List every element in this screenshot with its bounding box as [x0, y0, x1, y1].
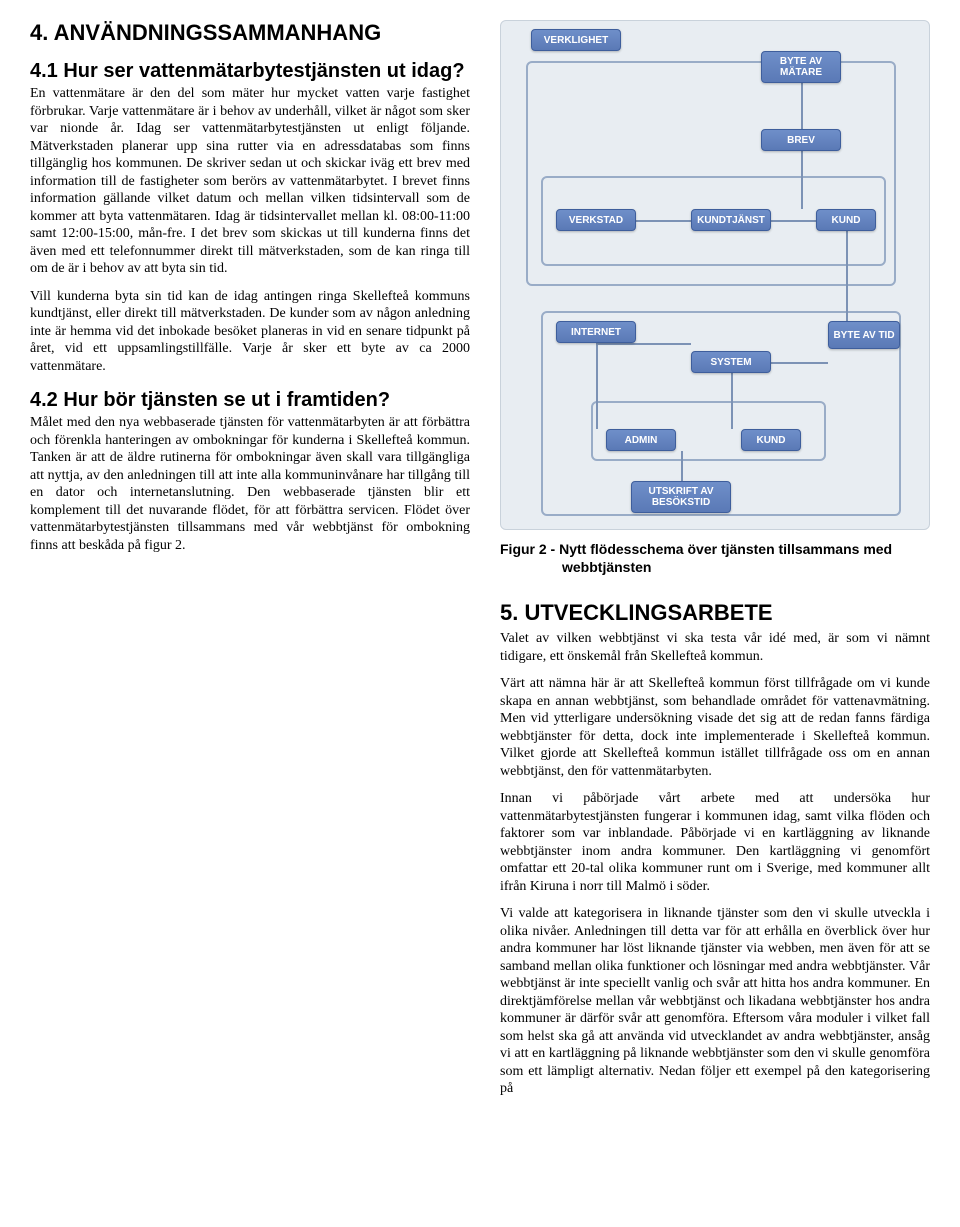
flowchart-node: BYTE AV TID	[828, 321, 900, 349]
para-5-c: Innan vi påbörjade vårt arbete med att u…	[500, 790, 930, 895]
para-5-b: Värt att nämna här är att Skellefteå kom…	[500, 675, 930, 780]
left-column: 4. ANVÄNDNINGSSAMMANHANG 4.1 Hur ser vat…	[30, 20, 470, 1108]
flowchart-connector	[731, 373, 733, 429]
flowchart-node: VERKSTAD	[556, 209, 636, 231]
right-column: VERKLIGHET BYTE AV MÄTARE BREV VERKSTAD KUND…	[500, 20, 930, 1108]
flowchart-connector	[846, 231, 848, 321]
flowchart-connector	[801, 151, 803, 209]
flowchart-connector	[801, 83, 803, 129]
figure-2-caption-line2: webbtjänsten	[500, 558, 930, 576]
section-4-1-title: 4.1 Hur ser vattenmätarbytestjänsten ut …	[30, 60, 470, 83]
flowchart-node: SYSTEM	[691, 351, 771, 373]
figure-2-flowchart: VERKLIGHET BYTE AV MÄTARE BREV VERKSTAD KUND…	[500, 20, 930, 530]
para-4-2-a: Målet med den nya webbaserade tjänsten f…	[30, 414, 470, 554]
flowchart-node: BYTE AV MÄTARE	[761, 51, 841, 83]
figure-2-caption: Figur 2 - Nytt flödesschema över tjänste…	[500, 540, 930, 576]
flowchart-node: UTSKRIFT AV BESÖKSTID	[631, 481, 731, 513]
para-4-1-b: Vill kunderna byta sin tid kan de idag a…	[30, 288, 470, 376]
flowchart-connector	[636, 220, 691, 222]
flowchart-node: BREV	[761, 129, 841, 151]
flowchart-node: VERKLIGHET	[531, 29, 621, 51]
flowchart-node: KUNDTJÄNST	[691, 209, 771, 231]
flowchart-connector	[596, 343, 691, 345]
flowchart-node: KUND	[816, 209, 876, 231]
flowchart-connector	[596, 343, 598, 429]
para-4-1-a: En vattenmätare är den del som mäter hur…	[30, 85, 470, 278]
para-5-a: Valet av vilken webbtjänst vi ska testa …	[500, 630, 930, 665]
flowchart-node: ADMIN	[606, 429, 676, 451]
flowchart-connector	[771, 220, 816, 222]
flowchart-connector	[771, 362, 828, 364]
section-4-title: 4. ANVÄNDNINGSSAMMANHANG	[30, 20, 470, 46]
figure-2-caption-line1: Figur 2 - Nytt flödesschema över tjänste…	[500, 541, 892, 557]
section-5-title: 5. UTVECKLINGSARBETE	[500, 600, 930, 626]
flowchart-node: INTERNET	[556, 321, 636, 343]
section-4-2-title: 4.2 Hur bör tjänsten se ut i framtiden?	[30, 389, 470, 412]
para-5-d: Vi valde att kategorisera in liknande tj…	[500, 905, 930, 1098]
flowchart-connector	[681, 451, 683, 481]
two-column-layout: 4. ANVÄNDNINGSSAMMANHANG 4.1 Hur ser vat…	[30, 20, 930, 1108]
flowchart-node: KUND	[741, 429, 801, 451]
